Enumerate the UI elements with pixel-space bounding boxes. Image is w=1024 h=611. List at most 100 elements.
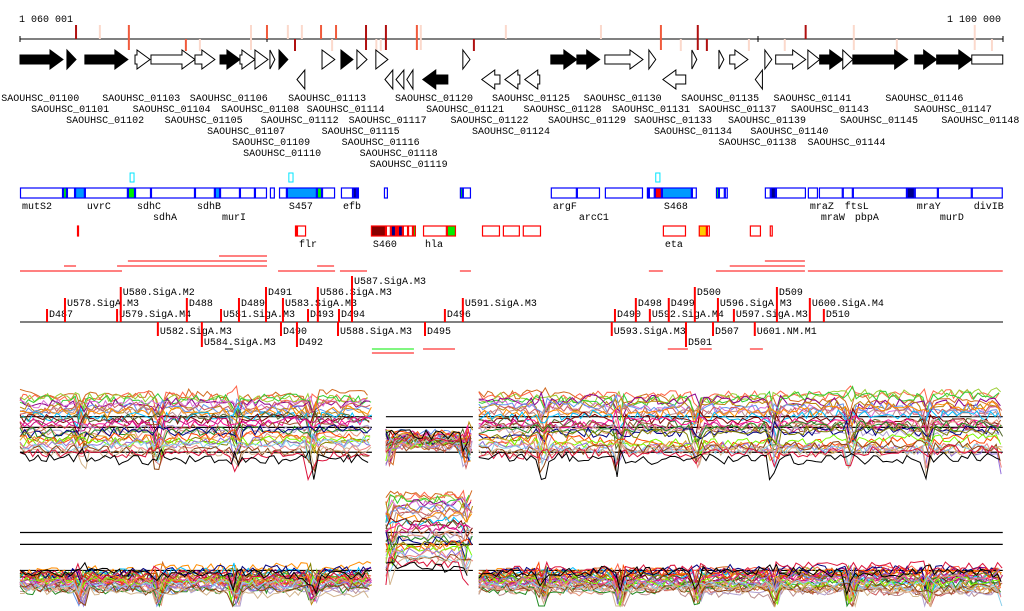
gene-label: SAOUHSC_01133 xyxy=(634,116,712,127)
gene-arrow-saouhsc_01147 xyxy=(936,49,973,70)
gene-arrow-saouhsc_01125 xyxy=(523,69,541,90)
gene-label: SAOUHSC_01124 xyxy=(472,127,550,138)
blue-feature-label: S468 xyxy=(664,202,688,213)
gene-label: SAOUHSC_01117 xyxy=(349,116,427,127)
red-feature-box xyxy=(502,225,520,237)
gene-arrow-saouhsc_01140 xyxy=(775,49,807,70)
expression-trace xyxy=(19,575,372,608)
blue-feature-box xyxy=(66,187,76,199)
blue-feature-label: mraZ xyxy=(810,202,834,213)
expression-trace xyxy=(385,490,473,506)
motif-label: U588.SigA.M3 xyxy=(340,326,412,338)
expression-trace xyxy=(19,447,369,480)
red-feature-box xyxy=(446,225,457,237)
blue-feature-label: arcC1 xyxy=(579,213,609,224)
motif-marker xyxy=(753,322,756,336)
motif-label: U583.SigA.M3 xyxy=(285,298,357,310)
gene-arrow-saouhsc_01148 xyxy=(971,54,1004,65)
motif-marker xyxy=(613,309,616,322)
gene-arrow-saouhsc_01100 xyxy=(19,49,64,70)
expression-trace xyxy=(478,444,1003,468)
gene-label: SAOUHSC_01128 xyxy=(524,105,602,116)
gene-arrow-saouhsc_01113 xyxy=(321,49,336,70)
expression-trace xyxy=(385,556,472,586)
gene-label: SAOUHSC_01114 xyxy=(307,105,385,116)
blue-feature-box xyxy=(219,187,241,199)
gene-arrow-saouhsc_01106 xyxy=(219,49,241,70)
expression-trace xyxy=(478,433,1002,457)
expression-trace xyxy=(19,432,370,465)
motif-marker xyxy=(116,309,119,322)
blue-feature-box xyxy=(340,187,354,199)
gene-label: SAOUHSC_01140 xyxy=(750,127,828,138)
motif-label: U579.SigA.M4 xyxy=(119,309,191,321)
red-feature-box xyxy=(370,225,387,237)
gene-arrow-saouhsc_01115 xyxy=(356,48,368,71)
gene-arrow-saouhsc_01102 xyxy=(84,49,129,70)
gene-label: SAOUHSC_01141 xyxy=(773,94,851,105)
cyan-feature xyxy=(288,172,294,183)
motif-marker xyxy=(822,309,825,322)
blue-feature-box xyxy=(770,187,777,199)
expression-trace xyxy=(385,557,469,586)
cyan-feature xyxy=(655,172,661,183)
expression-trace xyxy=(385,432,471,453)
red-feature-box xyxy=(662,225,687,237)
expression-trace xyxy=(478,560,1003,592)
gene-label: SAOUHSC_01131 xyxy=(612,105,690,116)
motif-label: D493 xyxy=(310,310,334,321)
expression-trace xyxy=(19,433,370,461)
expression-trace xyxy=(385,429,469,453)
gene-arrow-saouhsc_01144 xyxy=(842,48,854,71)
red-feature-label: eta xyxy=(665,240,683,251)
expression-trace xyxy=(478,439,999,468)
blue-feature-label: uvrC xyxy=(87,202,111,213)
gene-label: SAOUHSC_01108 xyxy=(221,105,299,116)
motif-label: D500 xyxy=(697,288,721,299)
motif-marker xyxy=(610,322,613,336)
gene-track: SAOUHSC_01100SAOUHSC_01101SAOUHSC_01102S… xyxy=(1,48,1019,171)
red-feature-box xyxy=(769,225,773,237)
gene-label: SAOUHSC_01119 xyxy=(370,160,448,171)
expression-trace xyxy=(385,518,469,545)
gene-label: SAOUHSC_01116 xyxy=(342,138,420,149)
red-feature-box xyxy=(296,225,307,237)
motif-label: D509 xyxy=(779,288,803,299)
gene-arrow-saouhsc_01110 xyxy=(278,48,289,71)
gene-arrow-saouhsc_01107 xyxy=(239,49,256,70)
region-start-label: 1 060 001 xyxy=(19,15,73,26)
expression-trace xyxy=(478,396,1001,427)
blue-feature-box xyxy=(19,187,64,199)
blue-feature-box xyxy=(459,187,463,199)
blue-feature-label: murI xyxy=(222,213,246,224)
expression-trace xyxy=(385,515,470,533)
motif-marker xyxy=(648,309,651,322)
gene-arrow-saouhsc_01120 xyxy=(421,69,449,90)
motif-label: D492 xyxy=(299,338,323,349)
red-feature-box xyxy=(412,225,417,237)
gene-label: SAOUHSC_01144 xyxy=(808,138,886,149)
motif-label: D496 xyxy=(447,310,471,321)
gene-label: SAOUHSC_01106 xyxy=(190,94,268,105)
gene-arrow-saouhsc_01143 xyxy=(819,49,844,70)
red-feature-box xyxy=(390,225,397,237)
expression-trace xyxy=(19,444,372,470)
expression-trace xyxy=(19,432,371,460)
blue-feature-box xyxy=(724,187,728,199)
regulon-feature-track: flr S460 hla eta xyxy=(76,225,773,251)
expression-trace xyxy=(478,569,1002,601)
blue-feature-box xyxy=(807,187,819,199)
blue-feature-box xyxy=(654,187,662,199)
gene-label: SAOUHSC_01101 xyxy=(31,105,109,116)
motif-marker xyxy=(279,322,282,336)
blue-feature-box xyxy=(316,187,323,199)
motif-marker xyxy=(423,322,426,336)
gene-arrow-saouhsc_01112 xyxy=(296,68,306,91)
blue-feature-box xyxy=(150,187,196,199)
motif-label: U591.SigA.M3 xyxy=(465,298,537,310)
motif-marker xyxy=(156,322,159,336)
blue-feature-box xyxy=(462,187,472,199)
blue-feature-label: mraY xyxy=(917,202,941,213)
blue-feature-box xyxy=(134,187,152,199)
